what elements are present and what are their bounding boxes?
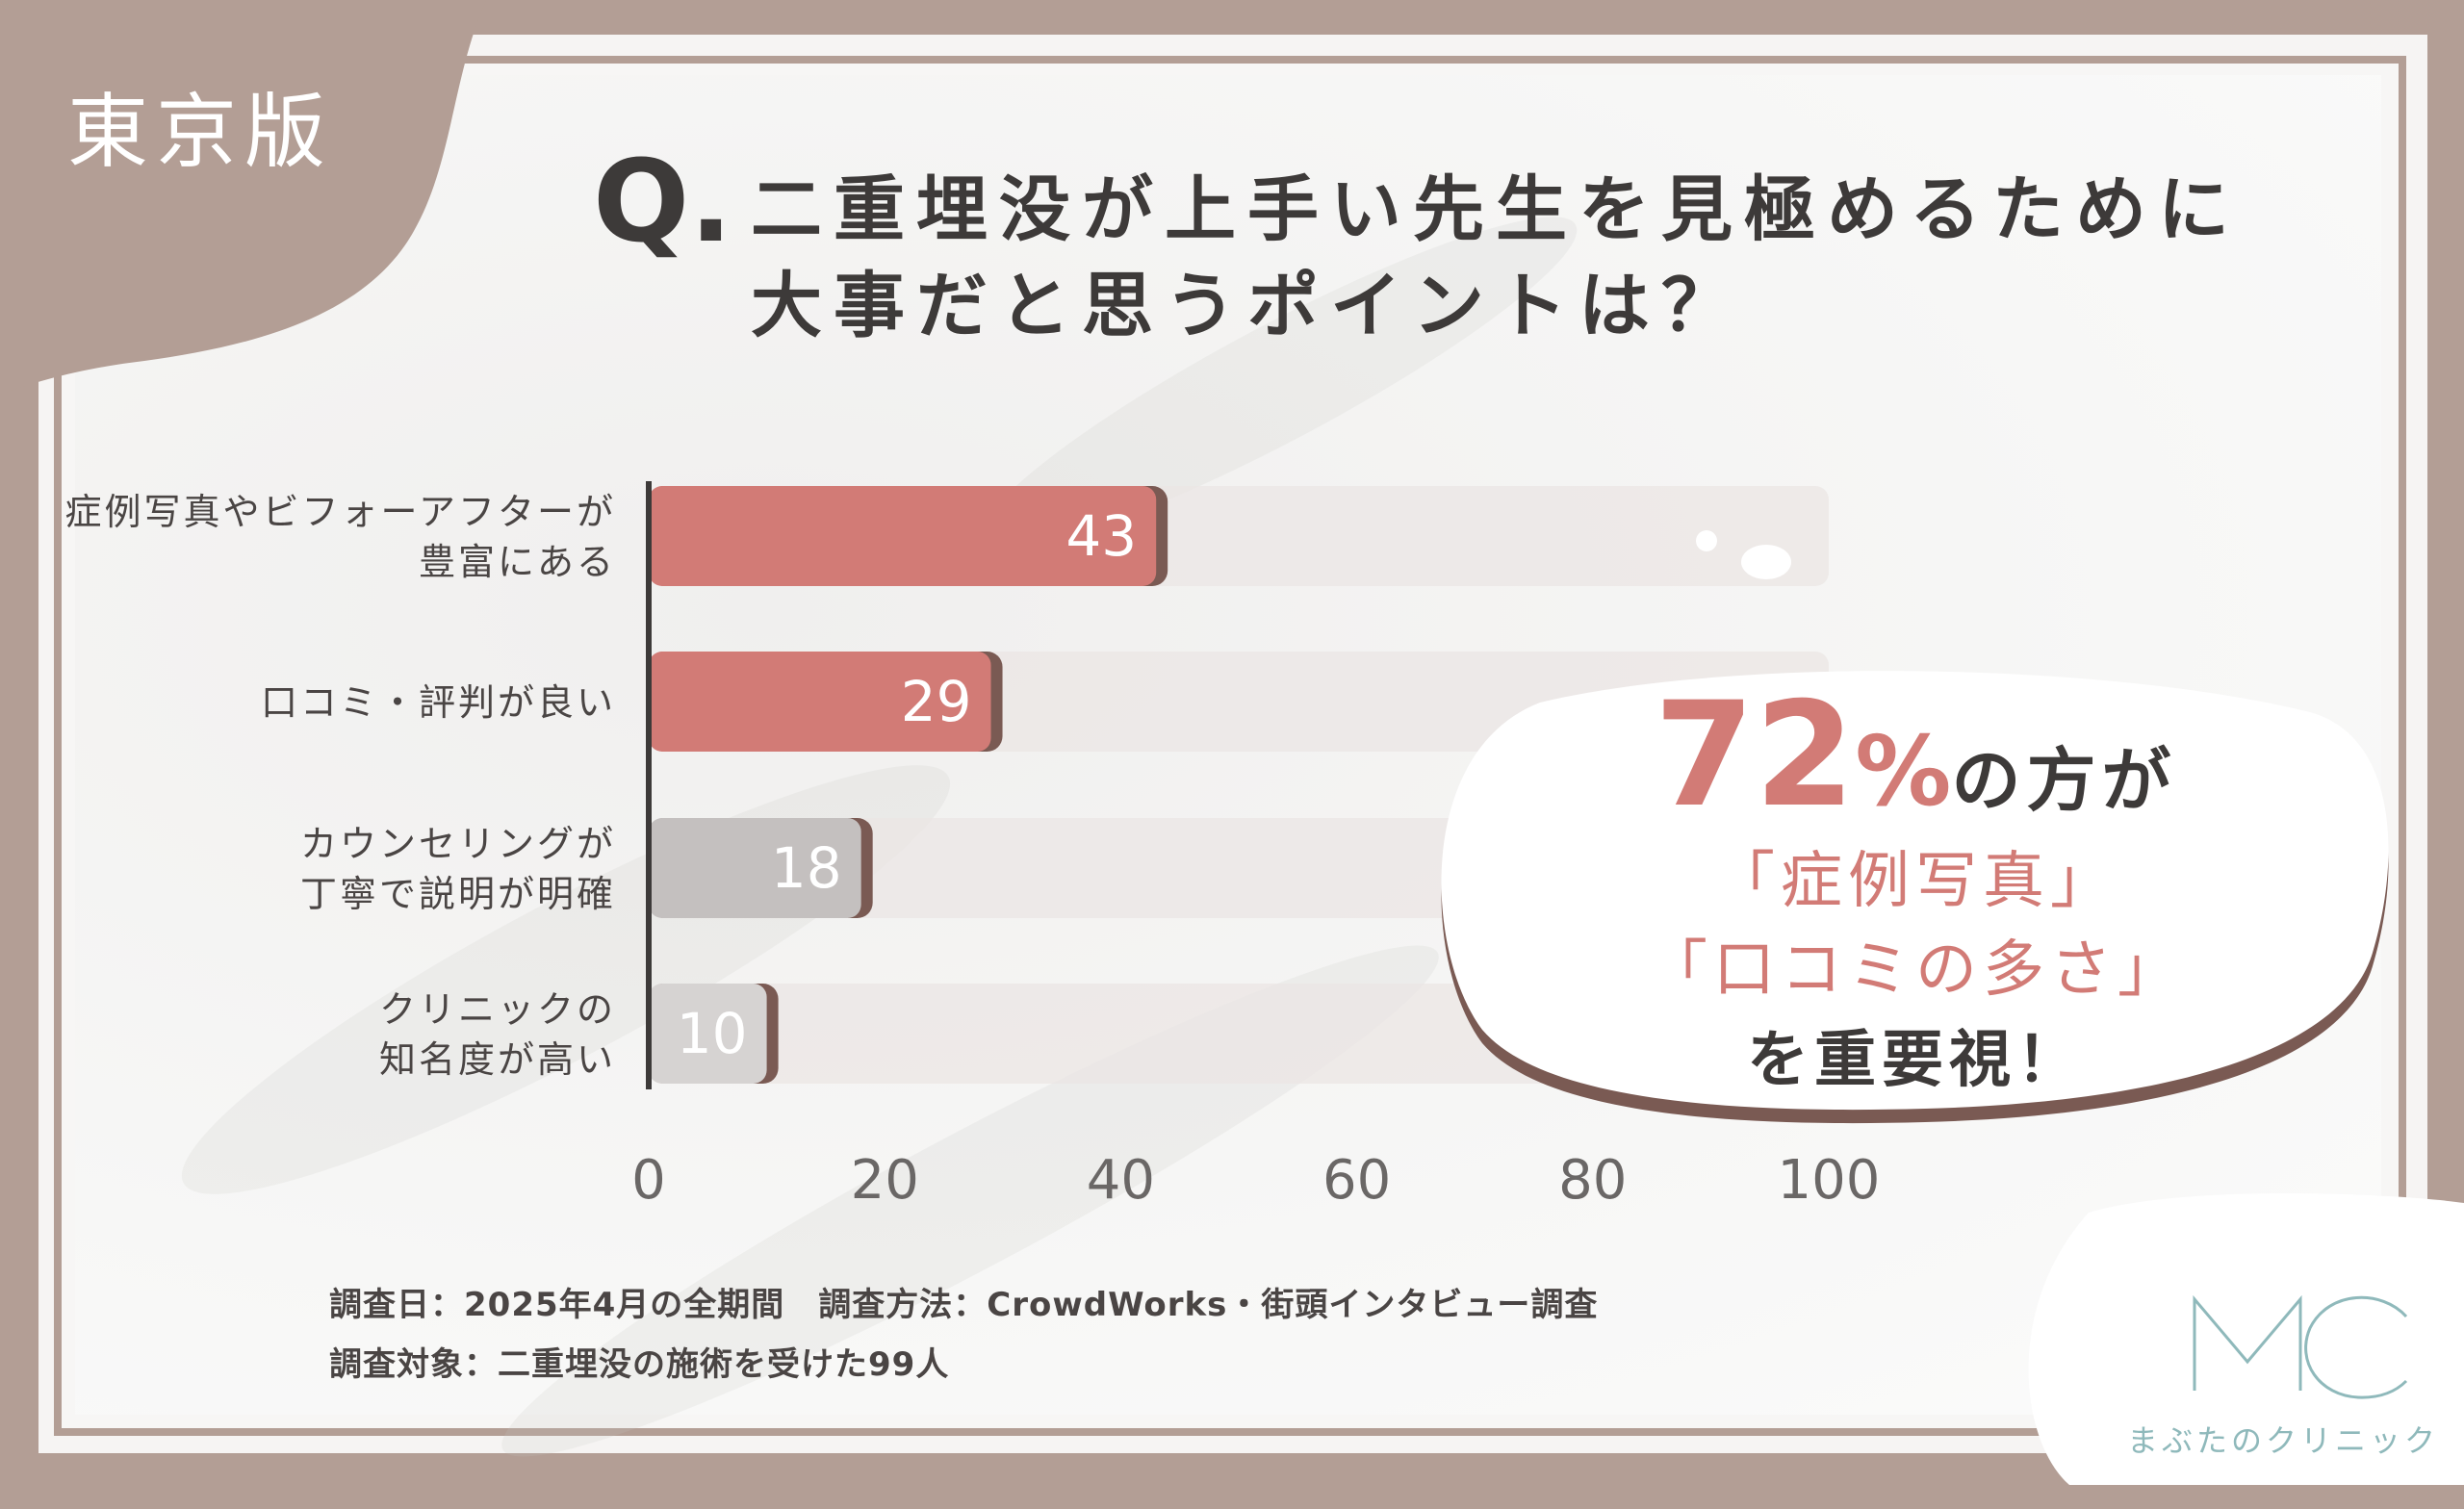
category-label: 豊富にある <box>419 541 616 583</box>
category-label: 症例写真やビフォーアフターが <box>65 491 616 533</box>
category-label: クリニックの <box>379 988 616 1031</box>
callout-percent-sign: % <box>1855 715 1952 828</box>
bar <box>649 984 767 1084</box>
decor-dot <box>1696 530 1717 551</box>
category-label: 知名度が高い <box>379 1038 616 1081</box>
question-line-1: 二重埋没が上手い先生を見極めるために <box>751 168 2241 251</box>
bar <box>649 818 861 918</box>
logo-wordmark: まぶたのクリニック <box>2127 1422 2440 1459</box>
corner-tag-shape <box>0 0 486 395</box>
bar-value-label: 43 <box>1065 503 1137 569</box>
bar-value-label: 18 <box>771 835 842 901</box>
mc-logo-icon <box>2193 1294 2408 1399</box>
decor-dot <box>1741 545 1791 579</box>
x-tick-label: 0 <box>631 1149 666 1212</box>
callout-line-cases: 「症例写真」 <box>1713 846 2118 917</box>
survey-date-method: 調査日：2025年4月の全期間 調査方法：CrowdWorks・街頭インタビュー… <box>329 1286 1599 1324</box>
x-tick-label: 100 <box>1778 1149 1881 1212</box>
callout-percent: 72 <box>1654 672 1856 839</box>
callout-line-reviews: 「口コミの多さ」 <box>1646 934 2185 1006</box>
question-line-2: 大事だと思うポイントは？ <box>751 265 1744 347</box>
logo-badge <box>2028 1193 2464 1485</box>
callout-content: 72%の方が 「症例写真」 「口コミの多さ」 を重要視！ <box>1444 674 2387 1107</box>
y-axis-line <box>646 481 652 1089</box>
callout-bubble <box>1441 671 2389 1124</box>
callout-headline: 72%の方が <box>1444 674 2387 837</box>
question-prefix: Q. <box>593 135 733 268</box>
x-tick-label: 60 <box>1322 1149 1391 1212</box>
bar-value-label: 10 <box>677 1001 748 1066</box>
bar <box>649 652 991 752</box>
x-tick-label: 20 <box>851 1149 919 1212</box>
question-title: 二重埋没が上手い先生を見極めるために 大事だと思うポイントは？ <box>751 162 2241 354</box>
region-tag: 東京版 <box>67 85 334 179</box>
category-label: 口コミ・評判が良い <box>261 681 616 724</box>
x-tick-label: 80 <box>1558 1149 1627 1212</box>
bar <box>649 486 1157 586</box>
x-tick-label: 40 <box>1087 1149 1155 1212</box>
callout-headline-rest: の方が <box>1951 740 2177 821</box>
callout-line-conclusion: を重要視！ <box>1747 1025 2084 1096</box>
category-label: 丁寧で説明が明確 <box>300 873 616 915</box>
survey-target: 調査対象：二重埋没の施術を受けた99人 <box>329 1345 950 1384</box>
category-label: カウンセリングが <box>300 823 616 865</box>
bar-value-label: 29 <box>901 669 972 734</box>
